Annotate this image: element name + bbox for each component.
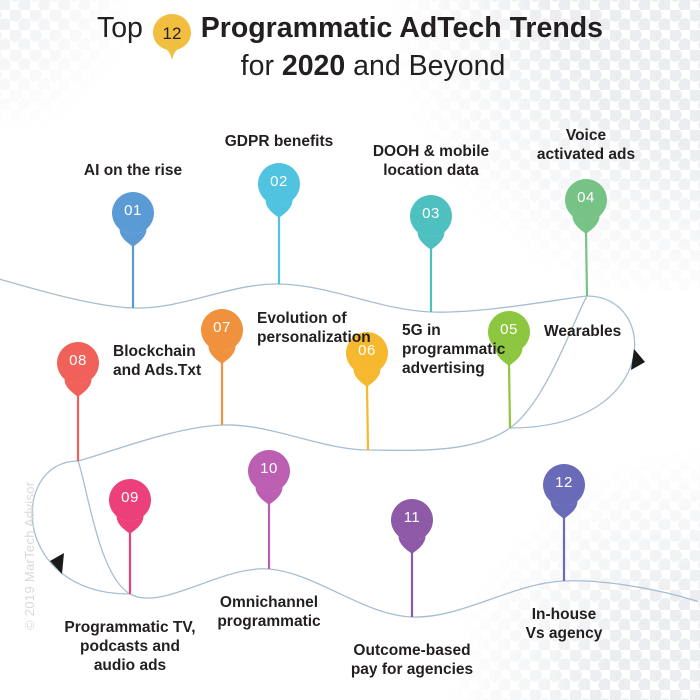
- svg-text:12: 12: [162, 24, 181, 43]
